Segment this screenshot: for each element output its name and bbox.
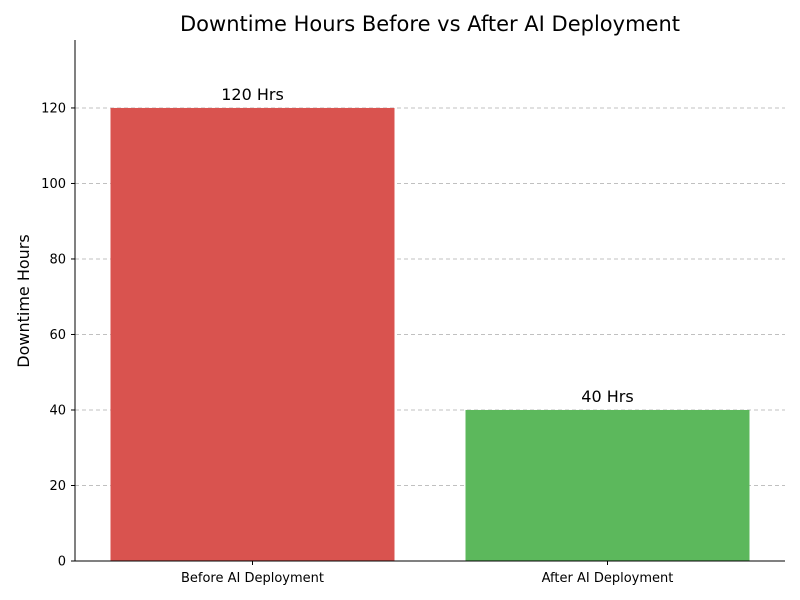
y-axis-label: Downtime Hours	[14, 234, 33, 367]
y-tick-label: 80	[49, 252, 66, 267]
data-label: 120 Hrs	[221, 85, 284, 104]
data-label: 40 Hrs	[581, 387, 633, 406]
y-tick-label: 40	[49, 403, 66, 418]
y-tick-label: 60	[49, 328, 66, 343]
chart-title: Downtime Hours Before vs After AI Deploy…	[180, 12, 680, 36]
bar	[110, 107, 395, 562]
bar	[465, 409, 750, 561]
y-tick-label: 120	[41, 101, 66, 116]
y-tick-label: 20	[49, 479, 66, 494]
y-tick-label: 100	[41, 177, 66, 192]
x-tick-label: After AI Deployment	[542, 571, 674, 586]
x-tick-label: Before AI Deployment	[181, 571, 324, 586]
y-tick-label: 0	[58, 555, 66, 570]
